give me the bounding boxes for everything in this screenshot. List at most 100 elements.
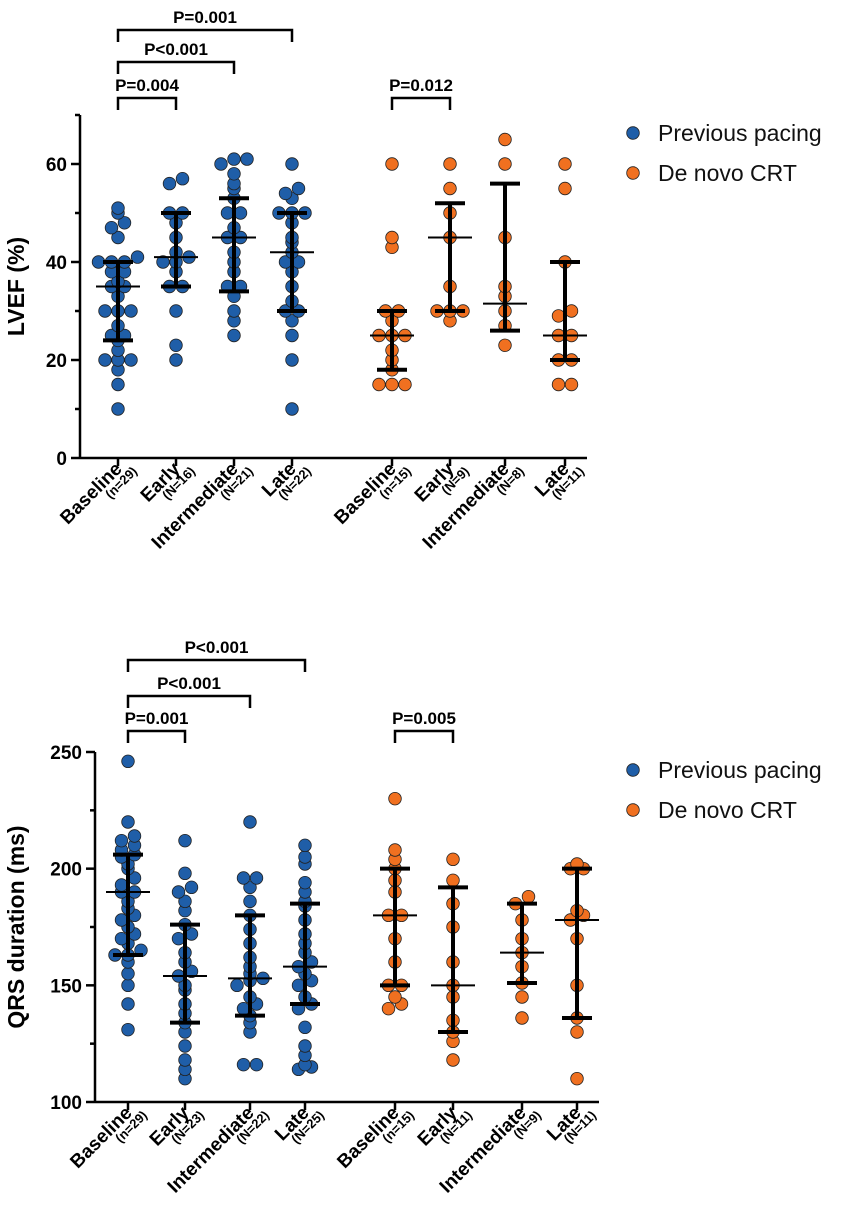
legend-label: Previous pacing <box>658 757 822 783</box>
data-point <box>178 833 192 848</box>
data-point <box>127 829 142 843</box>
p-value-label: P=0.012 <box>389 76 453 95</box>
data-point <box>162 176 177 191</box>
data-point <box>111 402 125 416</box>
data-point <box>184 880 199 895</box>
p-value-label: P<0.001 <box>185 638 249 657</box>
group-5: Baseline(n=15) <box>330 157 414 529</box>
legend: Previous pacing De novo CRT <box>626 120 822 186</box>
data-point <box>564 304 579 318</box>
data-point <box>236 1001 251 1016</box>
data-point <box>243 880 257 895</box>
bracket-line <box>116 60 236 74</box>
group-6: Early(N=11) <box>414 852 475 1150</box>
data-point <box>121 815 135 829</box>
data-point <box>388 990 402 1004</box>
p-value-label: P<0.001 <box>157 674 221 693</box>
data-point <box>227 304 241 318</box>
data-point <box>385 157 399 171</box>
data-point <box>240 152 254 166</box>
data-point <box>381 1001 396 1016</box>
data-point <box>551 377 566 392</box>
data-point <box>121 1022 135 1037</box>
data-point <box>446 873 460 888</box>
data-point <box>298 875 312 890</box>
data-point <box>249 871 264 885</box>
data-point <box>169 353 183 367</box>
data-point <box>243 815 257 829</box>
data-point <box>498 132 512 147</box>
y-axis-title: QRS duration (ms) <box>3 825 29 1028</box>
group-6: Early(N=9) <box>411 157 472 506</box>
data-point <box>285 353 299 367</box>
data-point <box>220 206 235 220</box>
significance-bracket: P<0.001 <box>126 638 307 672</box>
bracket-line <box>393 729 455 743</box>
y-tick-label: 40 <box>46 253 67 274</box>
y-tick-label: 250 <box>50 743 82 764</box>
p-value-label: P=0.001 <box>125 709 189 728</box>
data-point <box>124 304 138 318</box>
y-tick-label: 100 <box>50 1093 82 1114</box>
data-point <box>521 889 536 904</box>
data-point <box>124 353 138 367</box>
data-point <box>178 1053 192 1067</box>
data-point <box>121 966 135 981</box>
data-point <box>121 997 135 1011</box>
data-point <box>236 1057 251 1072</box>
data-point <box>227 328 241 343</box>
group-4: Late(N=25) <box>271 838 327 1146</box>
p-value-label: P=0.004 <box>115 76 179 95</box>
significance-bracket: P=0.004 <box>115 76 179 110</box>
data-point <box>443 157 457 171</box>
data-point <box>114 878 129 892</box>
legend: Previous pacing De novo CRT <box>626 757 822 823</box>
group-2: Early(N=16) <box>137 171 198 506</box>
bracket-line <box>116 96 178 110</box>
data-point <box>558 181 572 196</box>
data-point <box>121 754 135 769</box>
significance-bracket: P=0.012 <box>389 76 453 110</box>
data-point <box>111 201 125 215</box>
data-point <box>291 181 306 196</box>
data-point <box>446 852 460 867</box>
data-point <box>385 230 399 245</box>
data-point <box>298 850 312 864</box>
legend-label: De novo CRT <box>658 797 797 823</box>
data-point <box>298 1020 312 1035</box>
data-point <box>111 377 125 392</box>
data-point <box>398 377 412 392</box>
significance-bracket: P=0.001 <box>125 709 189 743</box>
data-point <box>178 894 192 909</box>
data-point <box>175 171 190 186</box>
data-point <box>570 1025 584 1039</box>
data-point <box>130 250 145 264</box>
data-point <box>285 314 299 328</box>
data-point <box>285 328 299 343</box>
legend-marker <box>626 166 640 180</box>
data-point <box>91 255 106 269</box>
data-point <box>298 838 312 853</box>
data-point <box>233 206 248 220</box>
data-point <box>564 377 579 392</box>
data-point <box>285 157 299 171</box>
y-axis-title: LVEF (%) <box>3 237 29 336</box>
data-point <box>111 230 125 245</box>
significance-bracket: P=0.005 <box>392 709 456 743</box>
y-tick-label: 60 <box>46 155 67 176</box>
bracket-line <box>390 96 452 110</box>
data-point <box>372 377 386 392</box>
y-tick-label: 20 <box>46 351 67 372</box>
data-point <box>570 1071 584 1086</box>
data-point <box>443 181 457 196</box>
data-point <box>558 157 572 171</box>
data-point <box>278 186 293 201</box>
data-point <box>114 833 129 848</box>
data-point <box>114 931 129 946</box>
data-point <box>291 978 306 993</box>
group-1: Baseline(n=29) <box>56 201 145 529</box>
y-tick-label: 200 <box>50 860 82 881</box>
data-point <box>243 894 257 909</box>
data-point <box>114 913 129 927</box>
